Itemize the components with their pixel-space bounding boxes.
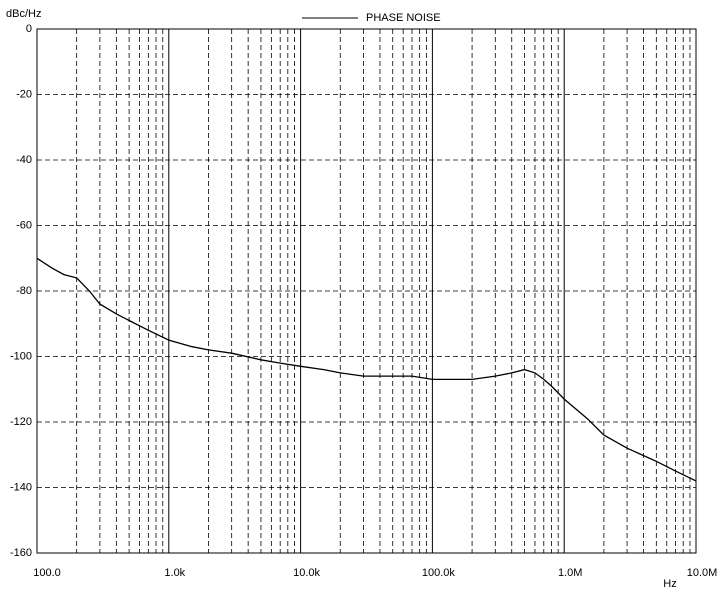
y-tick-label: -100: [10, 350, 32, 362]
x-axis-label: Hz: [663, 578, 676, 590]
y-tick-label: -20: [16, 88, 32, 100]
y-axis-label: dBc/Hz: [6, 8, 41, 20]
x-tick-label: 100.0k: [422, 567, 456, 579]
legend-label: PHASE NOISE: [366, 12, 441, 24]
y-tick-label: -120: [10, 416, 32, 428]
y-tick-label: -80: [16, 285, 32, 297]
x-tick-label: 100.0: [33, 567, 61, 579]
y-tick-label: 0: [26, 23, 32, 35]
plot-frame: [36, 28, 697, 554]
x-tick-label: 1.0k: [164, 567, 185, 579]
y-tick-label: -160: [10, 547, 32, 559]
x-tick-label: 1.0M: [558, 567, 582, 579]
y-tick-label: -40: [16, 154, 32, 166]
y-tick-label: -140: [10, 481, 32, 493]
x-tick-label: 10.0M: [687, 567, 718, 579]
x-tick-label: 10.0k: [293, 567, 320, 579]
y-tick-label: -60: [16, 219, 32, 231]
data-line: [36, 257, 697, 482]
